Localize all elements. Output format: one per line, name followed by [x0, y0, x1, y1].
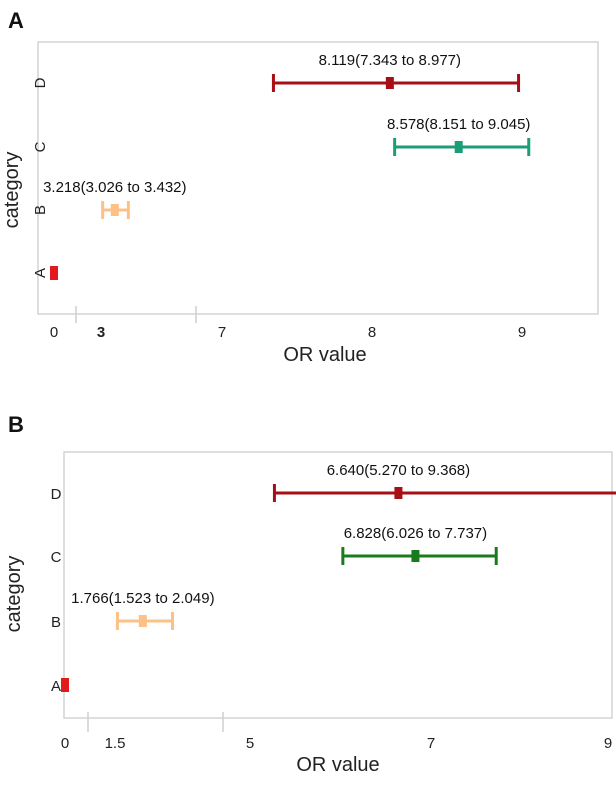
point-estimate-B [110, 204, 119, 216]
panel-a: A 0 3 7 8 9 OR value category A B C D 3.218… [1, 8, 599, 366]
x-tick-label: 7 [427, 735, 435, 752]
data-label-C: 6.828(6.026 to 7.737) [344, 525, 487, 542]
y-axis-title: category [1, 152, 23, 229]
panel-a-marks: 3.218(3.026 to 3.432) 8.578(8.151 to 9.04… [43, 52, 530, 280]
y-tick-label: A [32, 268, 49, 278]
data-label-C: 8.578(8.151 to 9.045) [387, 116, 530, 133]
data-label-B: 3.218(3.026 to 3.432) [43, 179, 186, 196]
data-label-D: 8.119(7.343 to 8.977) [319, 52, 461, 69]
y-tick-label: D [32, 77, 49, 88]
panel-b-marks: 1.766(1.523 to 2.049) 6.828(6.026 to 7.73… [61, 462, 616, 692]
data-label-B: 1.766(1.523 to 2.049) [71, 590, 214, 607]
x-axis-title: OR value [296, 754, 379, 776]
x-axis-title: OR value [283, 344, 366, 366]
x-tick-label: 7 [218, 324, 226, 341]
x-tick-label: 8 [368, 324, 376, 341]
x-tick-label: 9 [518, 324, 526, 341]
reference-point-A [61, 678, 69, 692]
reference-point-A [50, 266, 58, 280]
point-estimate-C [454, 141, 463, 153]
x-tick-label: 0 [61, 735, 69, 752]
y-tick-label: A [51, 678, 61, 695]
x-tick-label: 1.5 [105, 735, 126, 752]
y-tick-label: B [51, 614, 61, 631]
data-label-D: 6.640(5.270 to 9.368) [327, 462, 470, 479]
x-tick-label: 5 [246, 735, 254, 752]
y-tick-label: D [51, 486, 62, 503]
panel-b-y-tick-labels: A B C D [51, 486, 62, 695]
point-estimate-D [394, 487, 403, 499]
y-tick-label: B [32, 205, 49, 215]
x-tick-label: 0 [50, 324, 58, 341]
y-tick-label: C [51, 549, 62, 566]
panel-b-letter: B [8, 412, 24, 437]
panel-a-plot-frame [37, 41, 599, 315]
x-tick-label: 3 [97, 324, 105, 341]
point-estimate-D [385, 77, 394, 89]
point-estimate-B [138, 615, 147, 627]
panel-b: B 0 1.5 5 7 9 OR value category A B C D 1.7… [3, 412, 616, 776]
point-estimate-C [411, 550, 420, 562]
panel-a-y-tick-labels: A B C D [32, 77, 49, 278]
y-tick-label: C [32, 141, 49, 152]
panel-b-plot-frame [63, 451, 613, 719]
x-tick-label: 9 [604, 735, 612, 752]
y-axis-title: category [3, 556, 25, 633]
panel-a-letter: A [8, 8, 24, 33]
